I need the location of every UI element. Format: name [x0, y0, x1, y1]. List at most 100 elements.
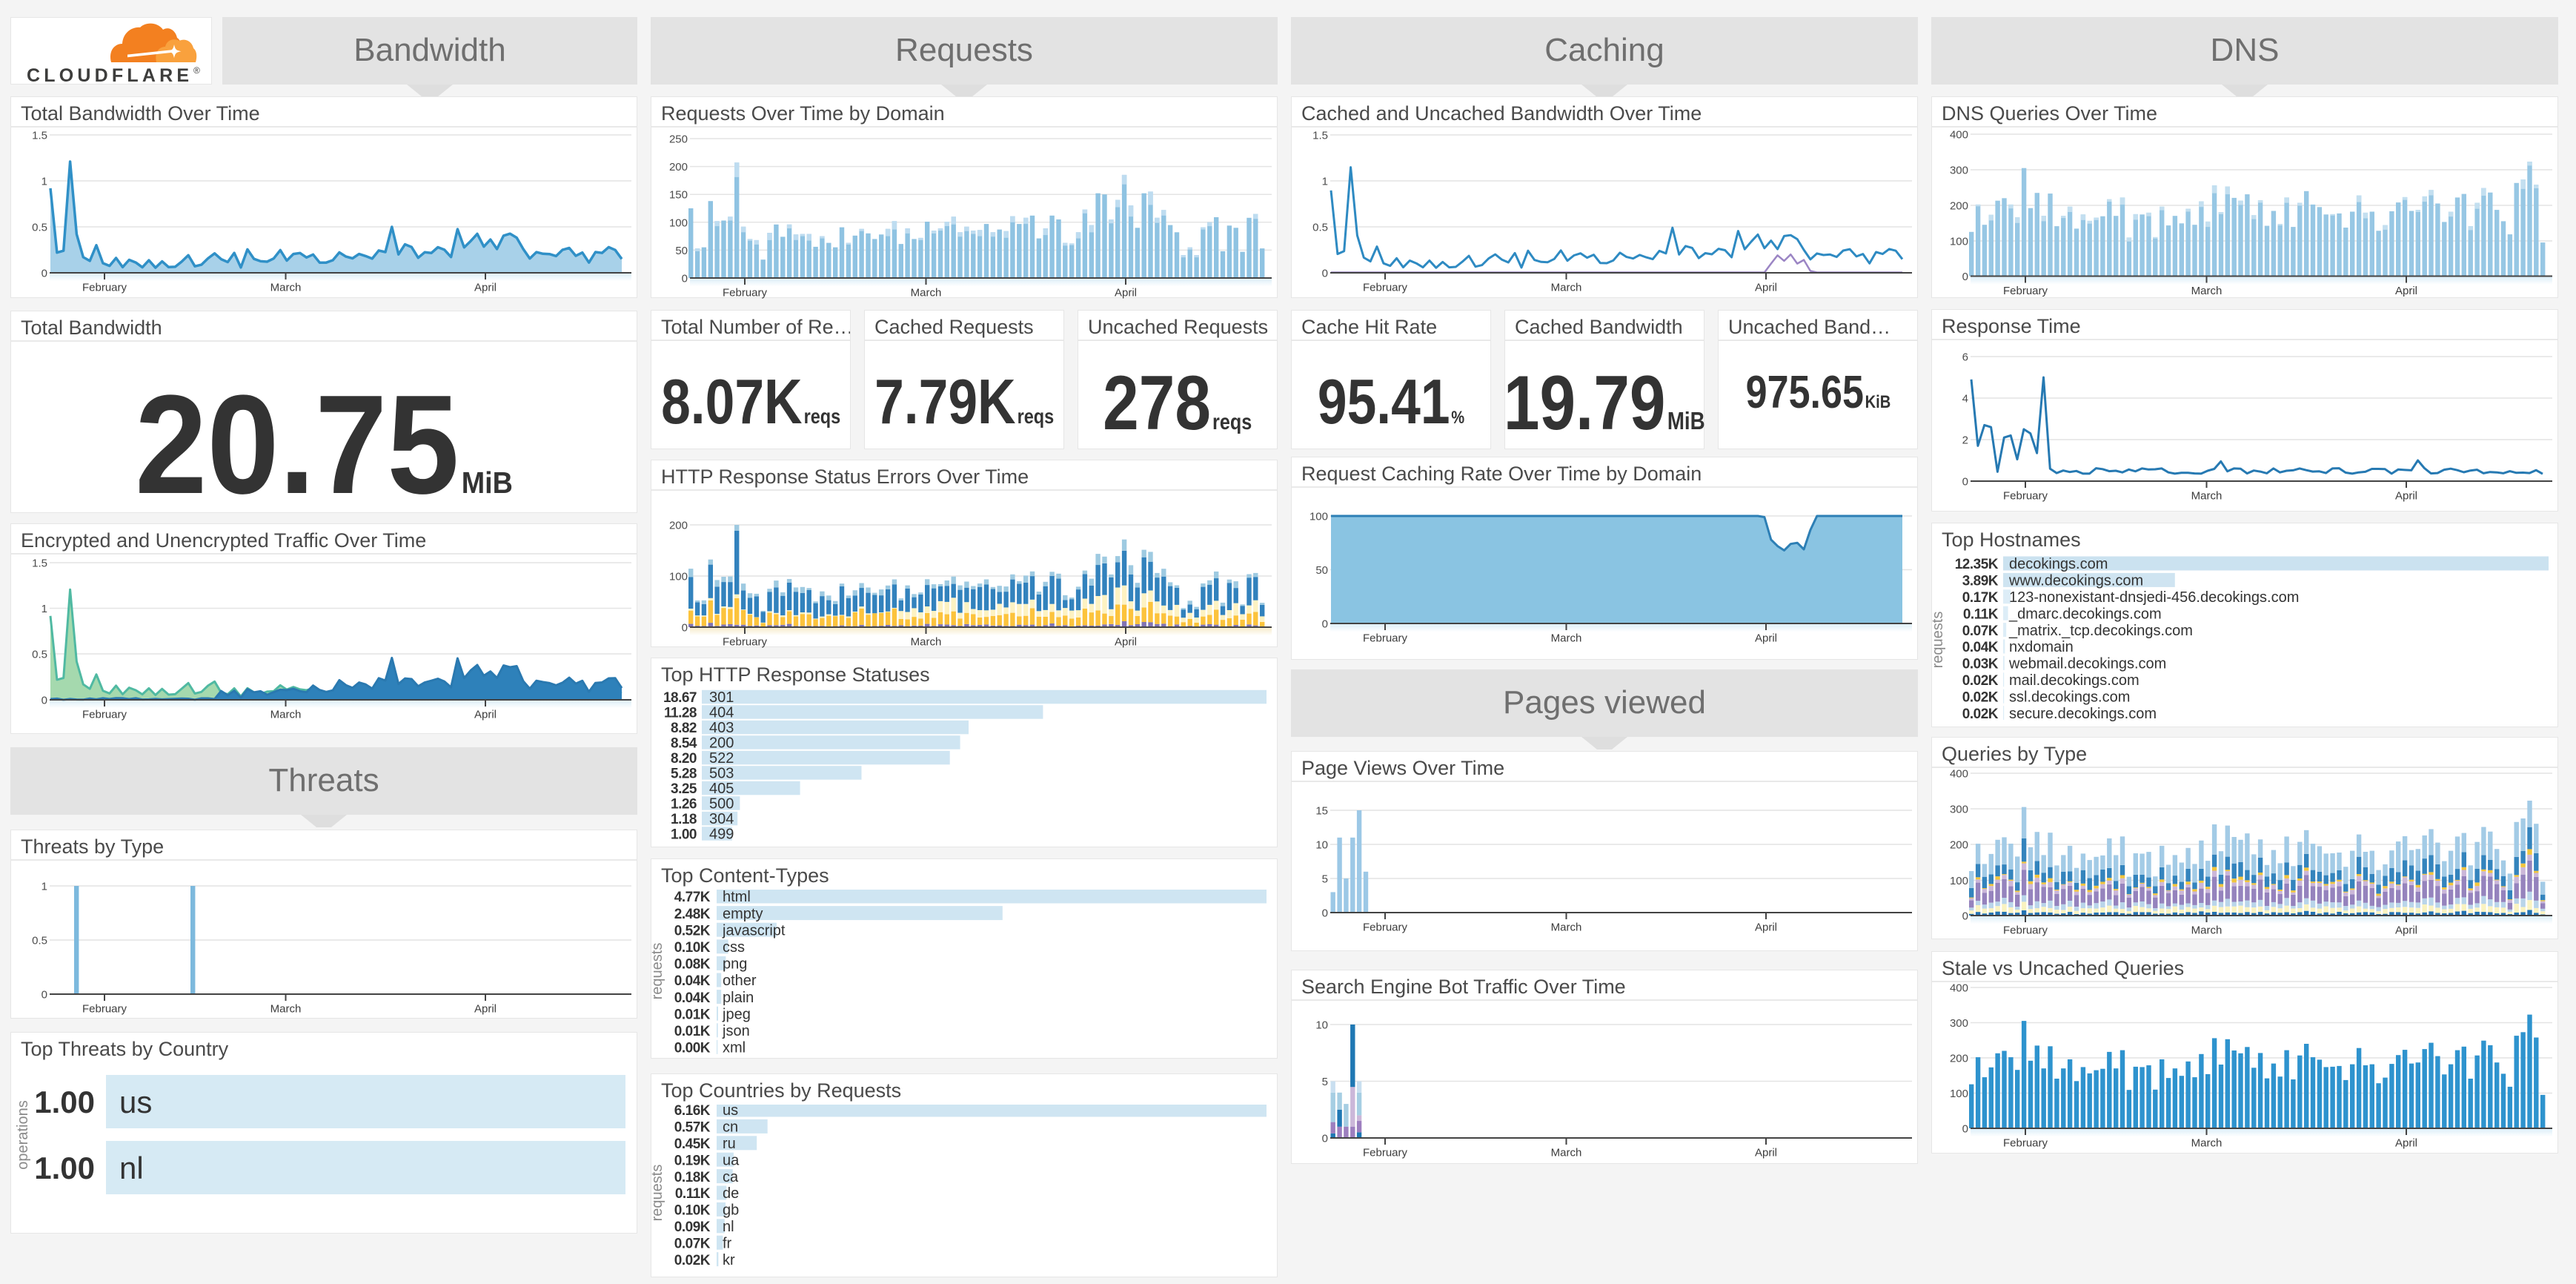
svg-text:March: March [270, 709, 302, 721]
svg-text:March: March [2191, 924, 2223, 937]
svg-text:0.00K: 0.00K [674, 1041, 711, 1056]
svg-text:100: 100 [1950, 1088, 1968, 1100]
svg-text:March: March [1551, 632, 1582, 645]
svg-text:April: April [2395, 285, 2417, 297]
svg-text:200: 200 [669, 520, 688, 532]
svg-text:gb: gb [723, 1202, 739, 1219]
svg-text:200: 200 [1950, 1053, 1968, 1065]
svg-text:300: 300 [1950, 165, 1968, 177]
svg-text:1.5: 1.5 [32, 557, 47, 570]
svg-text:0.02K: 0.02K [1962, 689, 1999, 705]
svg-text:15: 15 [1315, 805, 1328, 818]
svg-text:100: 100 [669, 216, 688, 229]
svg-text:February: February [1363, 282, 1408, 294]
svg-text:0: 0 [682, 622, 688, 635]
svg-text:requests: requests [651, 943, 665, 1000]
svg-text:3.89K: 3.89K [1962, 574, 1999, 589]
svg-text:de: de [723, 1185, 739, 1202]
svg-text:nxdomain: nxdomain [2009, 639, 2074, 655]
svg-text:0.04K: 0.04K [674, 990, 711, 1006]
svg-text:February: February [723, 636, 768, 649]
svg-text:plain: plain [723, 990, 754, 1006]
svg-text:300: 300 [1950, 1017, 1968, 1030]
svg-text:522: 522 [709, 750, 734, 767]
svg-text:123-nonexistant-dnsjedi-456.de: 123-nonexistant-dnsjedi-456.decokings.co… [2009, 589, 2299, 606]
svg-text:us: us [723, 1102, 738, 1119]
svg-text:ca: ca [723, 1169, 739, 1185]
svg-text:April: April [1755, 1147, 1777, 1159]
svg-text:February: February [82, 1003, 127, 1016]
svg-text:March: March [911, 636, 942, 649]
svg-text:0.02K: 0.02K [674, 1253, 711, 1268]
svg-text:April: April [1755, 921, 1777, 934]
svg-text:0.07K: 0.07K [1962, 623, 1999, 639]
svg-text:operations: operations [15, 1100, 31, 1169]
svg-text:0: 0 [1322, 268, 1328, 280]
svg-text:February: February [2003, 285, 2048, 297]
svg-text:other: other [723, 973, 757, 989]
svg-text:February: February [82, 282, 127, 294]
svg-text:March: March [1551, 921, 1582, 934]
svg-text:html: html [723, 889, 751, 905]
svg-text:March: March [2191, 1137, 2223, 1150]
svg-text:1: 1 [42, 176, 47, 188]
svg-text:0: 0 [1322, 907, 1328, 920]
svg-text:xml: xml [723, 1040, 746, 1056]
svg-text:March: March [270, 282, 302, 294]
svg-text:100: 100 [669, 571, 688, 583]
svg-text:javascript: javascript [722, 922, 786, 939]
svg-text:requests: requests [651, 1165, 665, 1222]
svg-text:March: March [2191, 490, 2223, 503]
svg-text:300: 300 [1950, 804, 1968, 816]
svg-text:ru: ru [723, 1136, 736, 1152]
svg-text:json: json [722, 1023, 750, 1039]
svg-text:5.28: 5.28 [671, 767, 697, 782]
svg-text:April: April [474, 1003, 497, 1016]
svg-text:18.67: 18.67 [663, 690, 697, 706]
svg-text:1.5: 1.5 [1312, 130, 1328, 142]
svg-text:0.5: 0.5 [32, 935, 47, 947]
svg-text:0: 0 [1962, 910, 1968, 923]
svg-text:8.20: 8.20 [671, 751, 697, 767]
svg-text:0: 0 [42, 268, 47, 280]
svg-text:2: 2 [1962, 434, 1968, 447]
svg-text:png: png [723, 956, 747, 973]
svg-text:0.18K: 0.18K [674, 1170, 711, 1185]
svg-text:100: 100 [1309, 511, 1328, 523]
svg-text:0.03K: 0.03K [1962, 657, 1999, 672]
svg-text:February: February [1363, 921, 1408, 934]
svg-text:0: 0 [1962, 271, 1968, 283]
svg-text:www.decokings.com: www.decokings.com [2008, 573, 2143, 589]
svg-text:0.45K: 0.45K [674, 1136, 711, 1152]
svg-text:fr: fr [723, 1235, 732, 1251]
svg-text:100: 100 [1950, 875, 1968, 887]
svg-text:4.77K: 4.77K [674, 890, 711, 905]
svg-text:April: April [1755, 632, 1777, 645]
svg-text:6.16K: 6.16K [674, 1103, 711, 1119]
svg-text:_dmarc.decokings.com: _dmarc.decokings.com [2008, 606, 2162, 622]
svg-text:February: February [2003, 1137, 2048, 1150]
svg-text:April: April [1115, 636, 1137, 649]
svg-text:ssl.decokings.com: ssl.decokings.com [2009, 689, 2130, 705]
svg-text:0.01K: 0.01K [674, 1024, 711, 1039]
svg-text:3.25: 3.25 [671, 781, 697, 797]
svg-text:css: css [723, 939, 745, 956]
svg-text:ua: ua [723, 1152, 740, 1168]
svg-text:decokings.com: decokings.com [2009, 556, 2108, 572]
svg-text:200: 200 [709, 735, 734, 752]
svg-text:April: April [474, 709, 497, 721]
svg-text:5: 5 [1322, 1076, 1328, 1088]
svg-text:0.08K: 0.08K [674, 957, 711, 973]
svg-text:March: March [270, 1003, 302, 1016]
svg-text:nl: nl [723, 1219, 734, 1235]
svg-text:0.09K: 0.09K [674, 1220, 711, 1235]
svg-text:404: 404 [709, 705, 734, 721]
svg-text:400: 400 [1950, 768, 1968, 781]
svg-text:cn: cn [723, 1119, 738, 1136]
svg-text:1: 1 [42, 881, 47, 893]
svg-text:April: April [2395, 924, 2417, 937]
svg-text:405: 405 [709, 781, 734, 797]
svg-text:webmail.decokings.com: webmail.decokings.com [2008, 656, 2166, 672]
svg-text:February: February [82, 709, 127, 721]
svg-text:11.28: 11.28 [664, 706, 697, 721]
